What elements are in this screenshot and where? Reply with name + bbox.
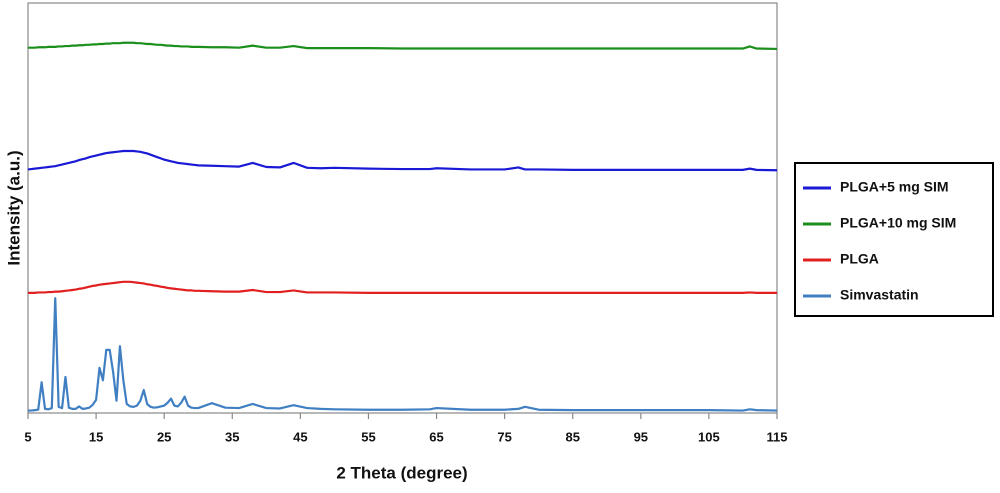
- x-tick-label: 5: [24, 429, 31, 444]
- y-axis-label: Intensity (a.u.): [4, 150, 23, 265]
- x-tick-label: 45: [293, 429, 307, 444]
- series-line: [28, 41, 778, 51]
- x-tick-label: 55: [361, 429, 375, 444]
- legend-label: PLGA+5 mg SIM: [840, 179, 949, 195]
- x-tick-label: 115: [767, 429, 788, 444]
- x-axis-label: 2 Theta (degree): [336, 463, 467, 482]
- x-tick-label: 95: [634, 429, 648, 444]
- x-tick-label: 15: [89, 429, 103, 444]
- legend-label: Simvastatin: [840, 287, 919, 303]
- x-tick-label: 85: [565, 429, 579, 444]
- x-tick-label: 25: [157, 429, 171, 444]
- x-tick-label: 75: [497, 429, 511, 444]
- x-tick-label: 35: [225, 429, 239, 444]
- series-line: [28, 280, 777, 294]
- x-tick-label: 65: [429, 429, 443, 444]
- legend-label: PLGA: [840, 251, 879, 267]
- legend-label: PLGA+10 mg SIM: [840, 215, 956, 231]
- series-line: [27, 149, 778, 172]
- series-line: [28, 297, 778, 412]
- x-tick-label: 105: [698, 429, 720, 444]
- plot-frame: [27, 2, 778, 414]
